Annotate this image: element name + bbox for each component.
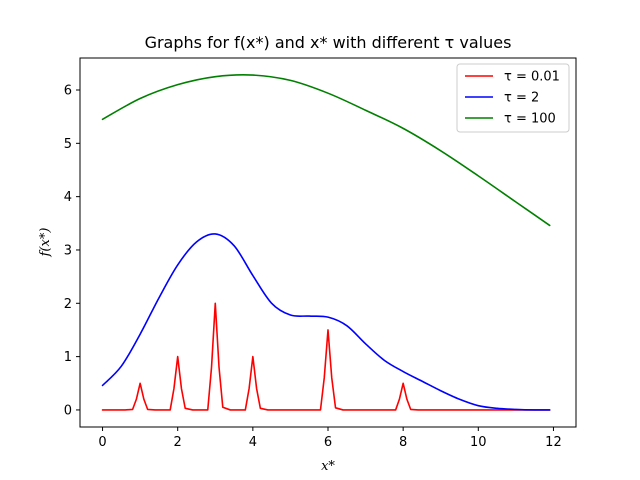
x-tick-label: 12 — [545, 435, 562, 450]
x-axis-label: x* — [321, 459, 335, 474]
y-tick-label: 1 — [64, 350, 72, 365]
x-tick-label: 6 — [324, 435, 332, 450]
x-tick-label: 2 — [174, 435, 182, 450]
legend: τ = 0.01 τ = 2 τ = 100 — [456, 63, 570, 133]
x-tick-label: 10 — [470, 435, 487, 450]
y-tick-label: 2 — [64, 297, 72, 312]
legend-label: τ = 2 — [504, 91, 539, 106]
legend-label: τ = 100 — [504, 112, 556, 127]
x-tick-label: 8 — [399, 435, 407, 450]
y-tick-label: 4 — [64, 190, 72, 205]
y-tick-label: 5 — [64, 137, 72, 152]
x-tick-label: 4 — [249, 435, 257, 450]
y-tick-label: 3 — [64, 243, 72, 258]
series-line-tau-100 — [101, 74, 551, 227]
plot-lines — [101, 74, 551, 411]
y-tick-label: 6 — [64, 83, 72, 98]
x-tick-label: 0 — [98, 435, 106, 450]
chart-title: Graphs for f(x*) and x* with different τ… — [145, 33, 512, 52]
y-tick-label: 0 — [64, 403, 72, 418]
legend-box — [456, 63, 570, 133]
series-line-tau-2 — [101, 233, 551, 411]
y-axis: 0 1 2 3 4 5 6 — [64, 83, 80, 418]
series-line-tau-0-01 — [101, 302, 551, 411]
legend-label: τ = 0.01 — [504, 70, 560, 85]
x-axis: 0 2 4 6 8 10 12 — [98, 427, 562, 450]
y-axis-label: f(x*) — [38, 228, 53, 258]
